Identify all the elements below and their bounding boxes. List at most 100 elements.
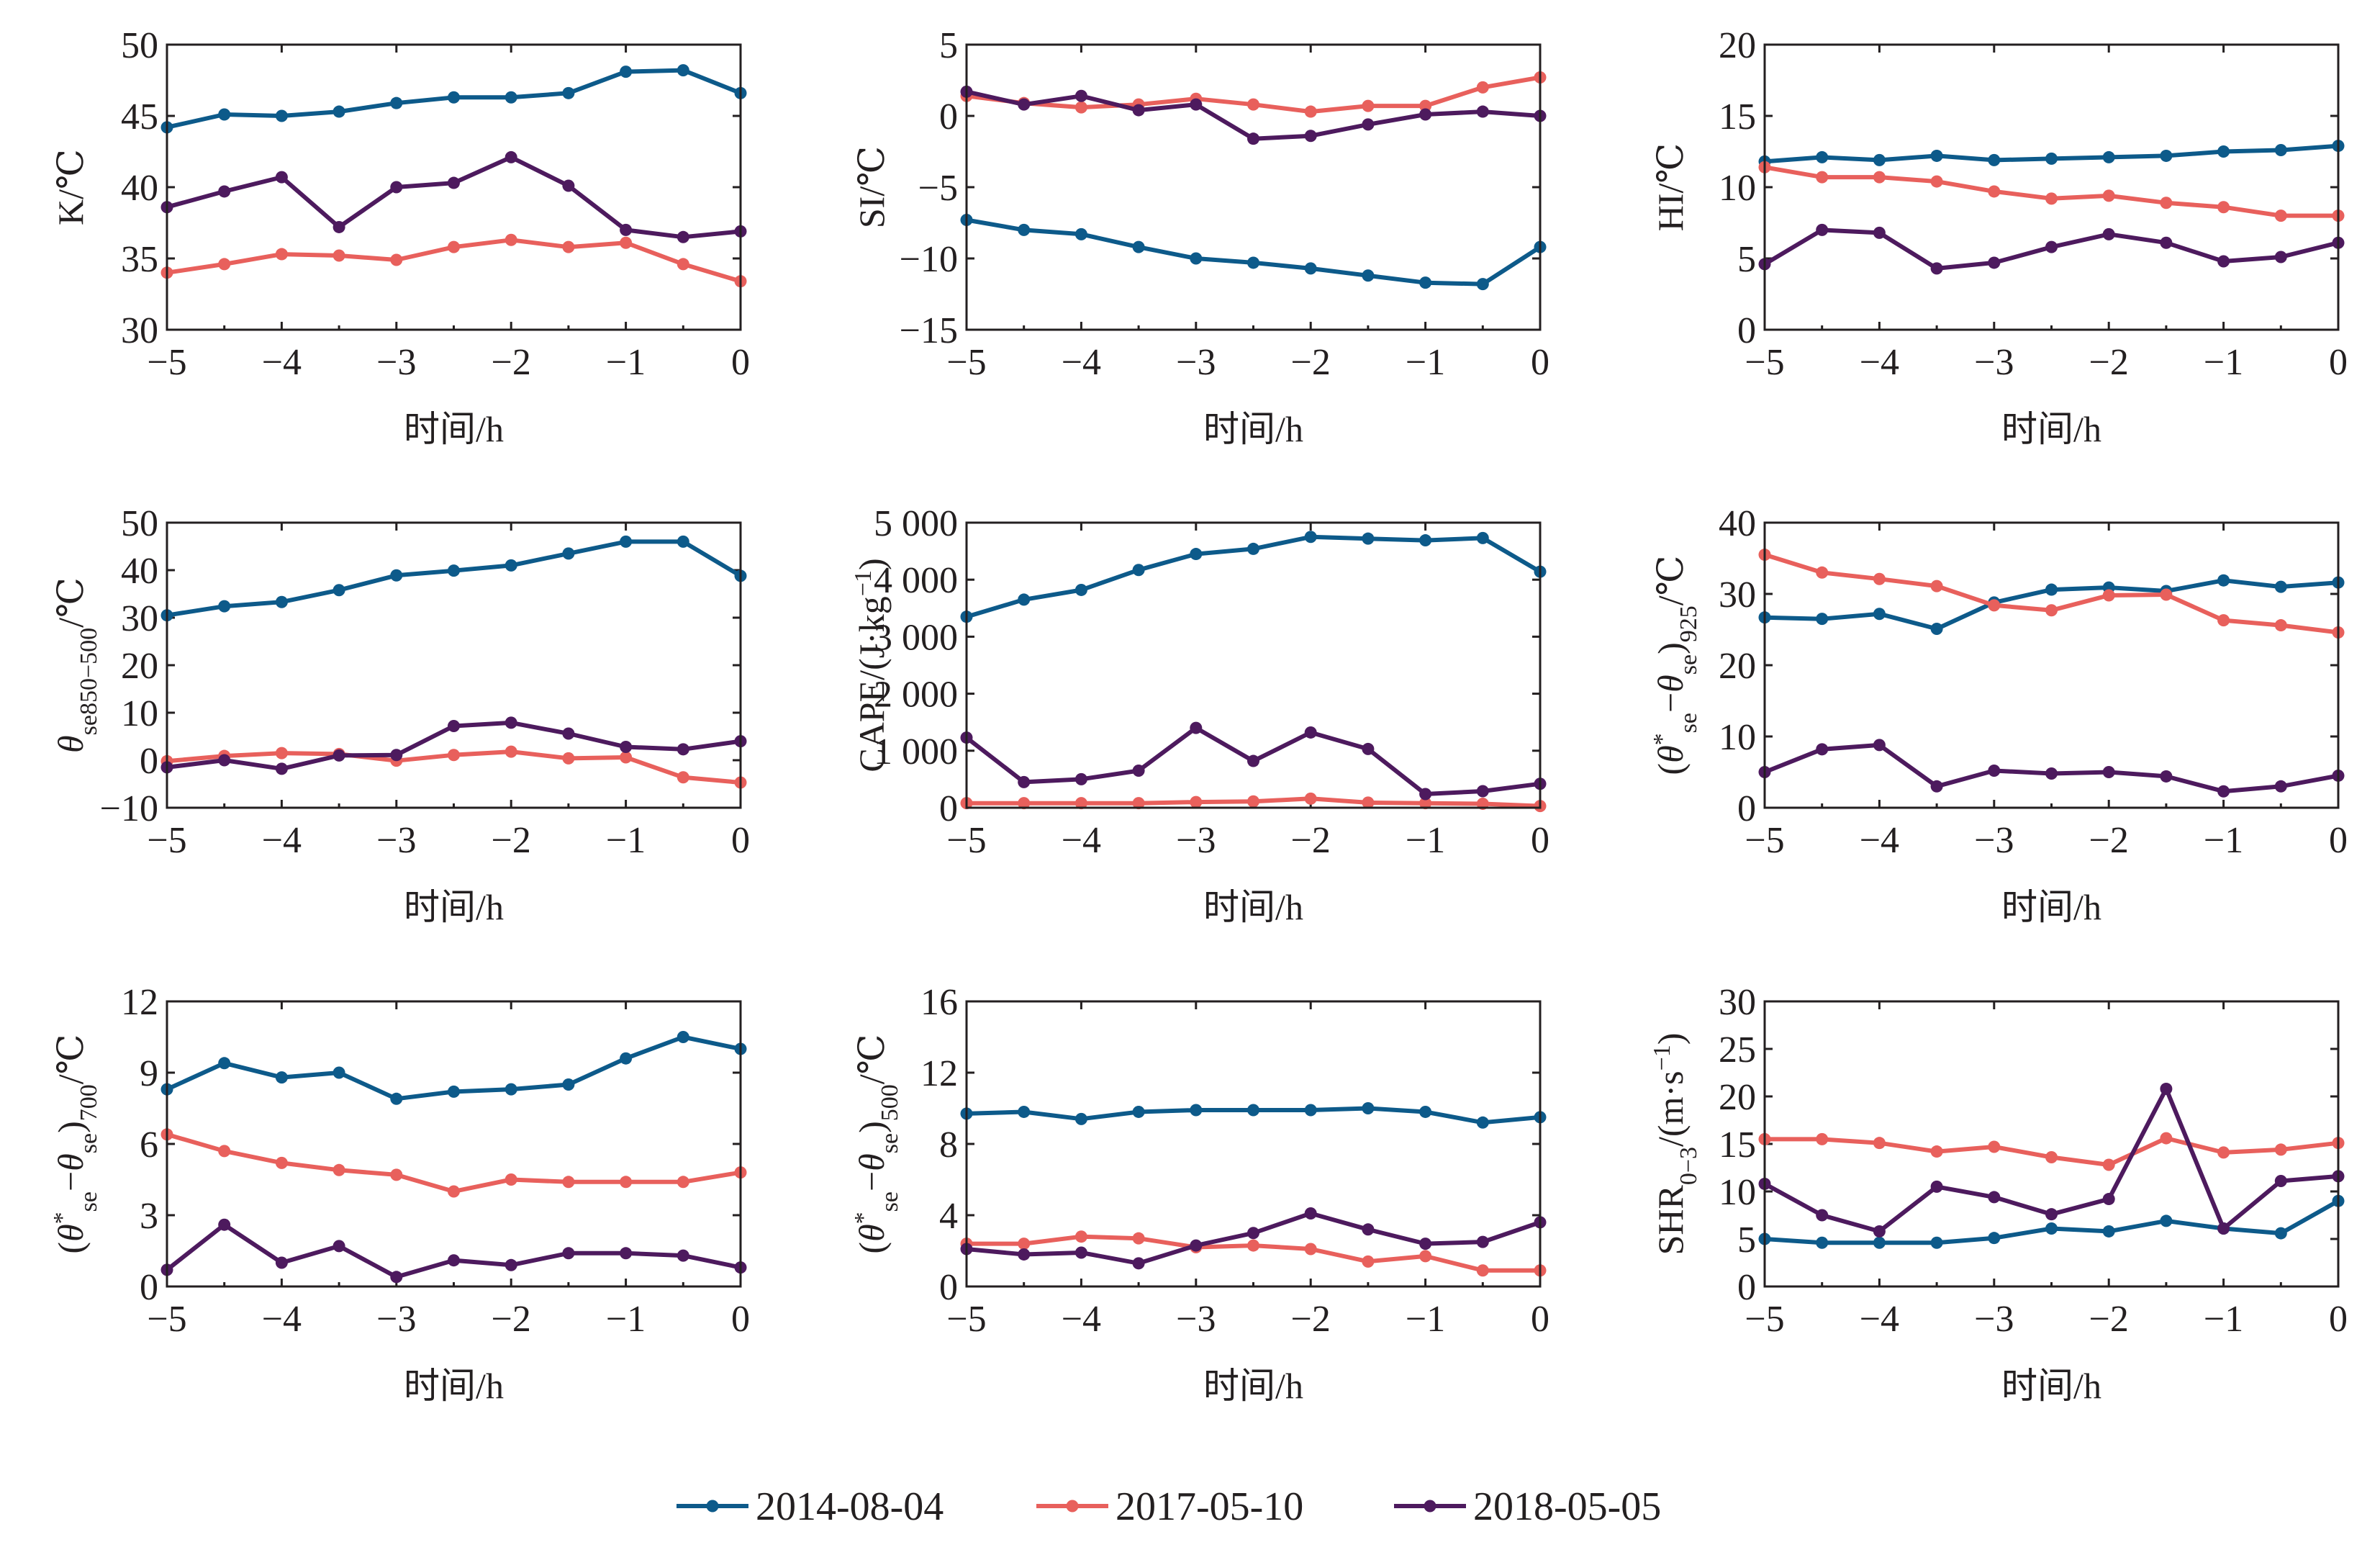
- x-tick-label: 0: [731, 820, 750, 861]
- y-tick-label: 0: [939, 788, 958, 829]
- y-tick-label: −15: [900, 310, 958, 351]
- data-point: [1018, 593, 1031, 606]
- data-point: [2217, 201, 2230, 214]
- data-point: [504, 745, 517, 758]
- data-point: [1476, 531, 1489, 544]
- x-tick-label: −5: [1745, 820, 1784, 861]
- data-point: [2045, 583, 2058, 596]
- chart-panel-4: −5 −4 −3 −2 −1 0−1001020304050时间/hθse850−500/…: [50, 503, 750, 927]
- data-point: [218, 108, 231, 121]
- data-point: [1018, 1238, 1031, 1250]
- data-point: [562, 547, 575, 560]
- data-point: [1476, 1235, 1489, 1248]
- x-tick-label: −2: [492, 820, 531, 861]
- data-point: [1476, 1264, 1489, 1277]
- plot-frame: [166, 43, 742, 331]
- data-point: [2274, 580, 2287, 593]
- data-point: [1132, 1232, 1145, 1245]
- data-point: [448, 1254, 460, 1267]
- series-2018-05-05: [1758, 223, 2345, 275]
- data-point: [2274, 1174, 2287, 1187]
- x-axis-label: 时间/h: [1203, 409, 1303, 449]
- series-2014-08-04: [160, 535, 747, 622]
- y-tick-label: 25: [1719, 1029, 1756, 1071]
- data-point: [1304, 1243, 1317, 1256]
- data-point: [2102, 1225, 2115, 1238]
- data-point: [2274, 251, 2287, 263]
- data-point: [2160, 588, 2173, 601]
- data-point: [2217, 1222, 2230, 1235]
- y-tick-label: 16: [920, 982, 958, 1023]
- data-point: [2045, 152, 2058, 165]
- data-point: [1304, 1104, 1317, 1117]
- chart-panel-9: −5 −4 −3 −2 −1 0 0 5 10 15 20 25 30 时间/h SHR0−3/(m·s−1…: [1649, 982, 2348, 1406]
- data-point: [677, 1031, 689, 1043]
- data-point: [1247, 754, 1259, 767]
- data-point: [1190, 795, 1203, 808]
- data-point: [1930, 1145, 1943, 1158]
- data-point: [1304, 130, 1317, 143]
- x-tick-label: −5: [946, 342, 986, 383]
- data-point: [218, 1057, 231, 1070]
- legend-swatch-marker: [706, 1500, 719, 1513]
- y-tick-label: 20: [121, 646, 158, 687]
- x-tick-label: −3: [376, 1299, 416, 1340]
- data-point: [677, 535, 689, 548]
- legend-swatch-marker: [1066, 1500, 1079, 1513]
- data-point: [1362, 118, 1375, 131]
- x-tick-label: −3: [1974, 1299, 2014, 1340]
- legend-swatch-marker: [1424, 1500, 1436, 1513]
- series-line: [166, 1132, 741, 1194]
- data-point: [218, 185, 231, 198]
- data-point: [1816, 1209, 1829, 1222]
- data-point: [1247, 542, 1259, 555]
- data-point: [332, 249, 345, 262]
- data-point: [1362, 742, 1375, 755]
- x-tick-label: −1: [1406, 820, 1445, 861]
- x-tick-label: −3: [376, 342, 416, 383]
- legend-item: 2018-05-05: [1394, 1484, 1661, 1529]
- x-tick-label: −4: [262, 1299, 302, 1340]
- x-tick-label: 0: [2329, 342, 2348, 383]
- x-tick-label: −5: [147, 820, 186, 861]
- data-point: [1419, 108, 1432, 121]
- legend-label: 2014-08-04: [756, 1484, 944, 1529]
- data-point: [677, 1249, 689, 1262]
- legend-item: 2017-05-10: [1036, 1484, 1303, 1529]
- x-tick-label: −4: [262, 342, 302, 383]
- data-point: [390, 1271, 403, 1284]
- data-point: [275, 595, 288, 608]
- data-point: [1247, 132, 1259, 145]
- data-point: [1873, 572, 1886, 585]
- data-point: [448, 1185, 460, 1198]
- series-2014-08-04: [1758, 1194, 2345, 1249]
- data-point: [1190, 252, 1203, 265]
- data-point: [1476, 785, 1489, 798]
- data-point: [1362, 532, 1375, 545]
- data-point: [1304, 262, 1317, 275]
- data-point: [2045, 767, 2058, 780]
- x-tick-label: −3: [1974, 342, 2014, 383]
- data-point: [562, 240, 575, 253]
- series-2014-08-04: [960, 531, 1547, 623]
- y-tick-label: 12: [121, 982, 158, 1023]
- data-point: [1988, 153, 2001, 166]
- data-point: [1190, 721, 1203, 734]
- data-point: [1873, 226, 1886, 239]
- data-point: [2045, 1222, 2058, 1235]
- data-point: [2160, 197, 2173, 209]
- chart-panel-3: −5 −4 −3 −2 −1 0 0 5 10 15 20 时间/h HI/℃: [1650, 25, 2348, 449]
- data-point: [2045, 1208, 2058, 1221]
- y-axis-label: SHR0−3/(m·s−1): [1649, 1033, 1702, 1256]
- data-point: [1018, 1105, 1031, 1118]
- data-point: [2274, 619, 2287, 632]
- y-tick-label: 8: [939, 1124, 958, 1166]
- y-tick-label: 5: [1737, 239, 1756, 280]
- data-point: [1132, 797, 1145, 810]
- data-point: [1074, 101, 1087, 114]
- series-2018-05-05: [960, 721, 1547, 801]
- x-axis-label: 时间/h: [2001, 887, 2101, 927]
- y-tick-label: 6: [140, 1124, 158, 1166]
- data-point: [1816, 150, 1829, 163]
- x-axis-label: 时间/h: [404, 887, 504, 927]
